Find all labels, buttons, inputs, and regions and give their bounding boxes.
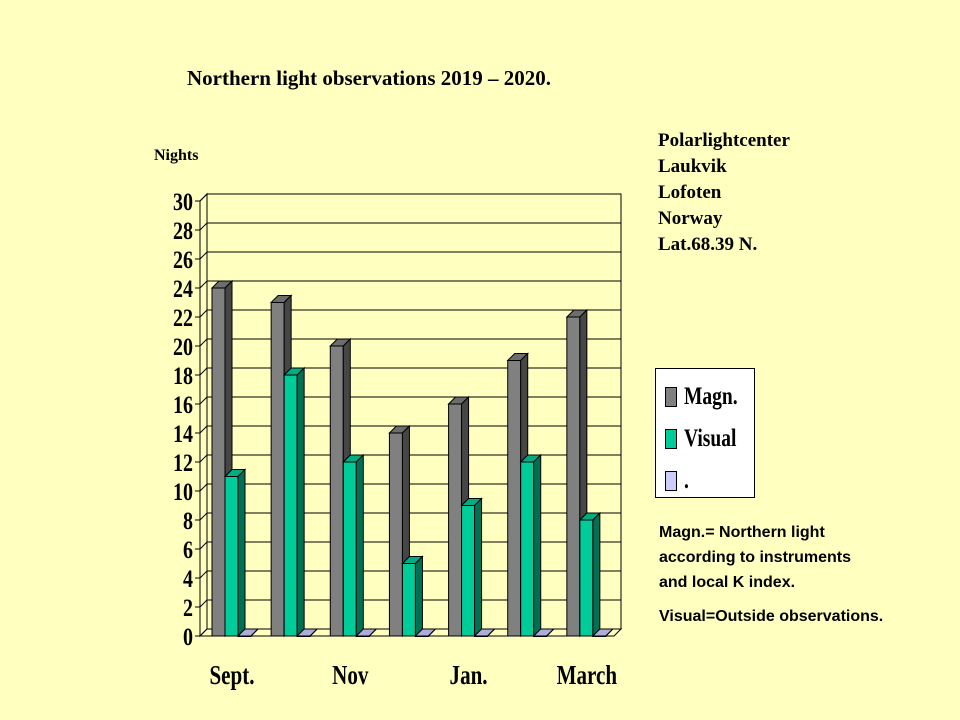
notes: Magn.= Northern light according to instr… [659,520,883,629]
location-line: Lofoten [658,182,722,203]
y-tick-label: 4 [183,565,193,593]
chart-legend: Magn. Visual . [655,368,755,498]
legend-swatch [665,387,677,407]
bar-side-1 [296,366,305,638]
gridline-side [199,425,208,434]
y-tick-label: 18 [173,362,193,390]
bar-1 [224,476,239,637]
bar-1 [283,374,298,637]
bar-side-2 [368,628,377,637]
y-tick-label: 8 [183,507,193,535]
bar-side-2 [605,628,614,637]
bar-side-1 [355,453,364,638]
gridline-side [199,483,208,492]
y-tick-label: 26 [173,246,193,274]
legend-item-visual: Visual [665,421,751,457]
gridline-side [199,251,208,260]
bar-side-2 [428,628,436,637]
gridline-side [199,222,208,231]
y-tick-label: 28 [173,217,193,245]
gridline-side [199,628,208,637]
bar-0 [507,360,522,637]
note-line: Visual=Outside observations. [659,608,884,625]
bar-1 [520,461,535,637]
gridline-side [199,541,208,550]
bar-0 [448,403,463,637]
x-tick-label: March [557,661,618,691]
legend-label: . [684,467,689,494]
bar-0 [211,287,226,637]
bar-side-1 [533,453,542,638]
bar-0 [270,302,285,637]
y-tick-label: 22 [173,304,193,332]
bar-side-2 [309,628,318,637]
x-tick-label: Nov [332,661,369,691]
x-tick-label: Sept. [209,661,254,691]
y-axis-label: Nights [154,147,199,164]
chart-title: Northern light observations 2019 – 2020. [187,66,551,90]
bar-0 [388,432,403,637]
gridline-side [199,599,208,608]
bar-side-1 [474,497,483,638]
location-line: Laukvik [658,156,727,177]
y-tick-label: 12 [173,449,193,477]
y-tick-label: 6 [183,536,193,564]
x-tick-label: Jan. [450,661,488,691]
gridline-side [199,367,208,376]
y-tick-label: 24 [173,275,193,303]
y-tick-label: 30 [173,188,193,216]
y-tick-label: 10 [173,478,193,506]
plot-side-wall [199,192,208,638]
legend-item-magn: Magn. [665,379,753,415]
gridline-side [199,570,208,579]
gridline-side [199,512,208,521]
location-line: Norway [658,208,723,229]
bar-1 [579,519,594,637]
gridline-side [199,280,208,289]
bar-1 [461,505,476,637]
note-line: and local K index. [659,574,796,591]
bar-side-1 [592,511,601,638]
bar-1 [401,563,416,637]
bar-side-1 [237,468,246,638]
bar-side-1 [414,555,423,638]
legend-label: Visual [684,425,737,452]
location-line: Polarlightcenter [658,130,790,151]
bar-side-2 [487,628,495,637]
legend-swatch [665,429,677,449]
bar-side-2 [546,628,555,637]
gridline-side [199,309,208,318]
location-line: Lat.68.39 N. [658,234,758,255]
y-tick-label: 16 [173,391,193,419]
legend-item-dot: . [665,463,690,499]
note-line: Magn.= Northern light [659,524,825,541]
bar-side-2 [250,628,259,637]
y-tick-label: 2 [183,594,193,622]
note-line: according to instruments [659,549,852,566]
gridline-side [199,396,208,405]
gridline-side [199,338,208,347]
bar-1 [342,461,357,637]
gridline-side [199,193,208,202]
bar-0 [566,316,581,637]
location-info: Polarlightcenter Laukvik Lofoten Norway … [658,128,790,258]
y-tick-label: 14 [173,420,193,448]
y-tick-label: 20 [173,333,193,361]
legend-swatch [665,471,677,491]
bar-0 [329,345,344,637]
gridline-side [199,454,208,463]
legend-label: Magn. [684,383,738,410]
y-tick-label: 0 [183,623,193,651]
